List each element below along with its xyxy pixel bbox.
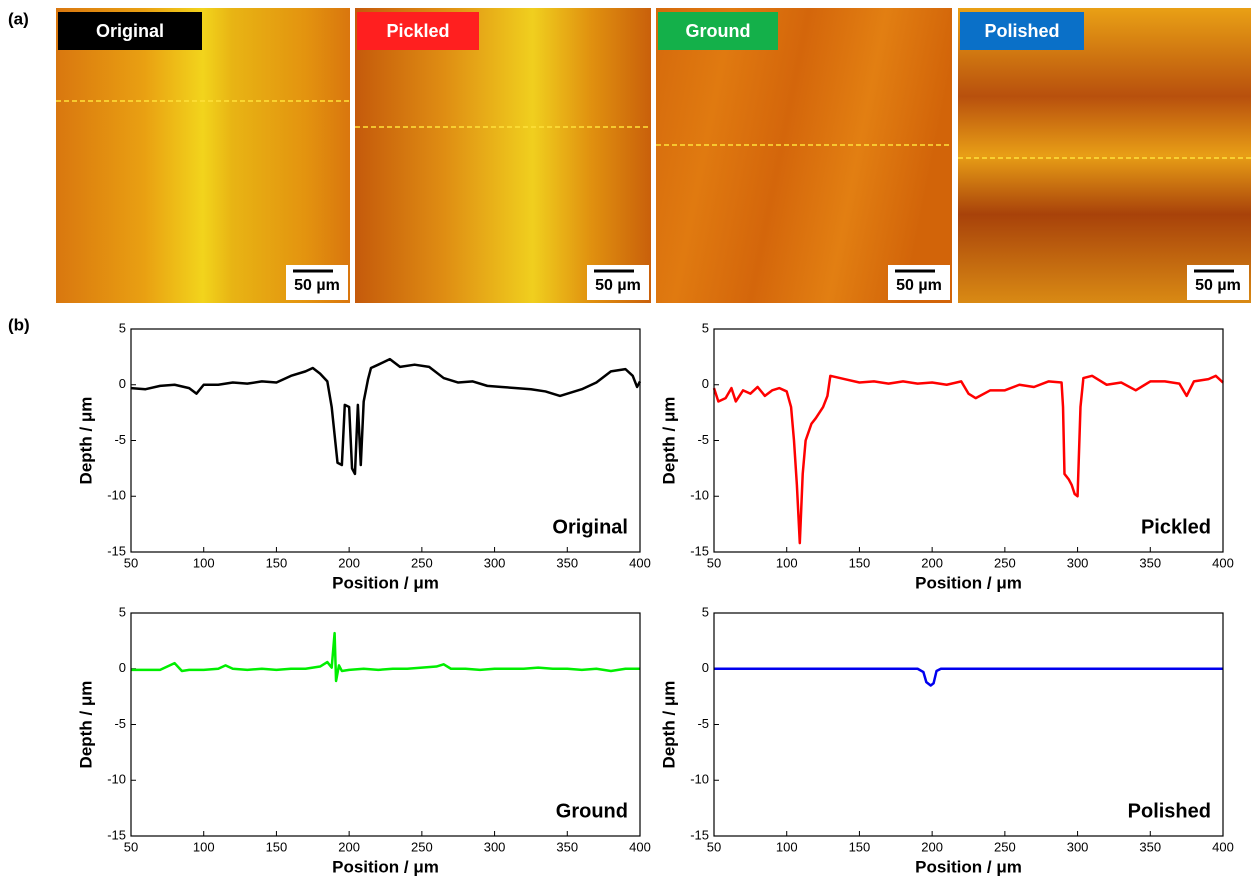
depth-profile: [131, 631, 640, 683]
x-tick-label: 400: [1212, 555, 1234, 570]
chart-annotation: Ground: [556, 800, 628, 822]
y-tick-label: 5: [119, 604, 126, 619]
scale-bar-label: 50 µm: [294, 277, 340, 294]
x-tick-label: 100: [193, 839, 215, 854]
depth-profile: [712, 374, 1224, 545]
x-tick-label: 300: [1067, 839, 1089, 854]
y-tick-label: -15: [690, 827, 709, 842]
x-axis-label: Position / μm: [915, 573, 1022, 592]
micrograph: [56, 8, 350, 303]
image-label: Pickled: [386, 21, 449, 41]
x-tick-label: 200: [921, 555, 943, 570]
panel-label: (a): [8, 9, 29, 28]
label-box: [58, 12, 202, 50]
micrograph: [656, 8, 952, 303]
y-tick-label: -5: [697, 716, 709, 731]
x-tick-label: 100: [193, 555, 215, 570]
y-tick-label: 5: [702, 320, 709, 335]
x-tick-label: 400: [629, 555, 651, 570]
chart-annotation: Original: [552, 516, 628, 538]
x-tick-label: 300: [484, 839, 506, 854]
depth-profile: [714, 667, 1223, 687]
image-label: Polished: [984, 21, 1059, 41]
y-tick-label: 0: [702, 376, 709, 391]
label-box: [658, 12, 778, 50]
x-tick-label: 150: [266, 839, 288, 854]
plot-frame: [130, 328, 641, 553]
y-axis-label: Depth / μm: [76, 681, 95, 769]
x-tick-label: 50: [707, 555, 721, 570]
x-tick-label: 200: [921, 839, 943, 854]
x-tick-label: 250: [411, 555, 433, 570]
x-tick-label: 350: [556, 555, 578, 570]
scale-bar-label: 50 µm: [595, 277, 641, 294]
x-tick-label: 250: [994, 839, 1016, 854]
x-tick-label: 200: [338, 839, 360, 854]
y-tick-label: 0: [702, 660, 709, 675]
y-tick-label: -10: [690, 488, 709, 503]
y-axis-label: Depth / μm: [659, 681, 678, 769]
x-tick-label: 200: [338, 555, 360, 570]
x-tick-label: 400: [1212, 839, 1234, 854]
x-tick-label: 150: [849, 839, 871, 854]
x-tick-label: 350: [1139, 839, 1161, 854]
x-axis-label: Position / μm: [332, 573, 439, 592]
image-label: Ground: [686, 21, 751, 41]
y-tick-label: -5: [697, 432, 709, 447]
y-tick-label: -10: [690, 772, 709, 787]
micrograph: [355, 8, 651, 303]
y-tick-label: 0: [119, 660, 126, 675]
label-box: [357, 12, 479, 50]
y-tick-label: 0: [119, 376, 126, 391]
y-tick-label: -10: [107, 488, 126, 503]
x-tick-label: 50: [707, 839, 721, 854]
y-tick-label: -15: [107, 827, 126, 842]
x-axis-label: Position / μm: [332, 857, 439, 876]
x-axis-label: Position / μm: [915, 857, 1022, 876]
scale-bar-label: 50 µm: [1195, 277, 1241, 294]
x-tick-label: 300: [484, 555, 506, 570]
y-axis-label: Depth / μm: [659, 397, 678, 485]
depth-profile: [130, 357, 642, 476]
plot-frame: [130, 612, 641, 837]
plot-frame: [713, 612, 1224, 837]
x-tick-label: 50: [124, 839, 138, 854]
scale-bar-label: 50 µm: [896, 277, 942, 294]
y-tick-label: -15: [690, 543, 709, 558]
x-tick-label: 150: [849, 555, 871, 570]
x-tick-label: 400: [629, 839, 651, 854]
x-tick-label: 250: [994, 555, 1016, 570]
y-tick-label: -5: [114, 716, 126, 731]
chart-annotation: Pickled: [1141, 516, 1211, 538]
micrograph: [958, 8, 1251, 303]
x-tick-label: 150: [266, 555, 288, 570]
x-tick-label: 100: [776, 555, 798, 570]
image-label: Original: [96, 21, 164, 41]
y-tick-label: 5: [119, 320, 126, 335]
panel-label: (b): [8, 315, 30, 334]
x-tick-label: 250: [411, 839, 433, 854]
x-tick-label: 350: [556, 839, 578, 854]
x-tick-label: 300: [1067, 555, 1089, 570]
y-tick-label: 5: [702, 604, 709, 619]
y-tick-label: -15: [107, 543, 126, 558]
y-tick-label: -5: [114, 432, 126, 447]
x-tick-label: 350: [1139, 555, 1161, 570]
chart-annotation: Polished: [1128, 800, 1211, 822]
x-tick-label: 100: [776, 839, 798, 854]
plot-frame: [713, 328, 1224, 553]
y-axis-label: Depth / μm: [76, 397, 95, 485]
y-tick-label: -10: [107, 772, 126, 787]
label-box: [960, 12, 1084, 50]
x-tick-label: 50: [124, 555, 138, 570]
